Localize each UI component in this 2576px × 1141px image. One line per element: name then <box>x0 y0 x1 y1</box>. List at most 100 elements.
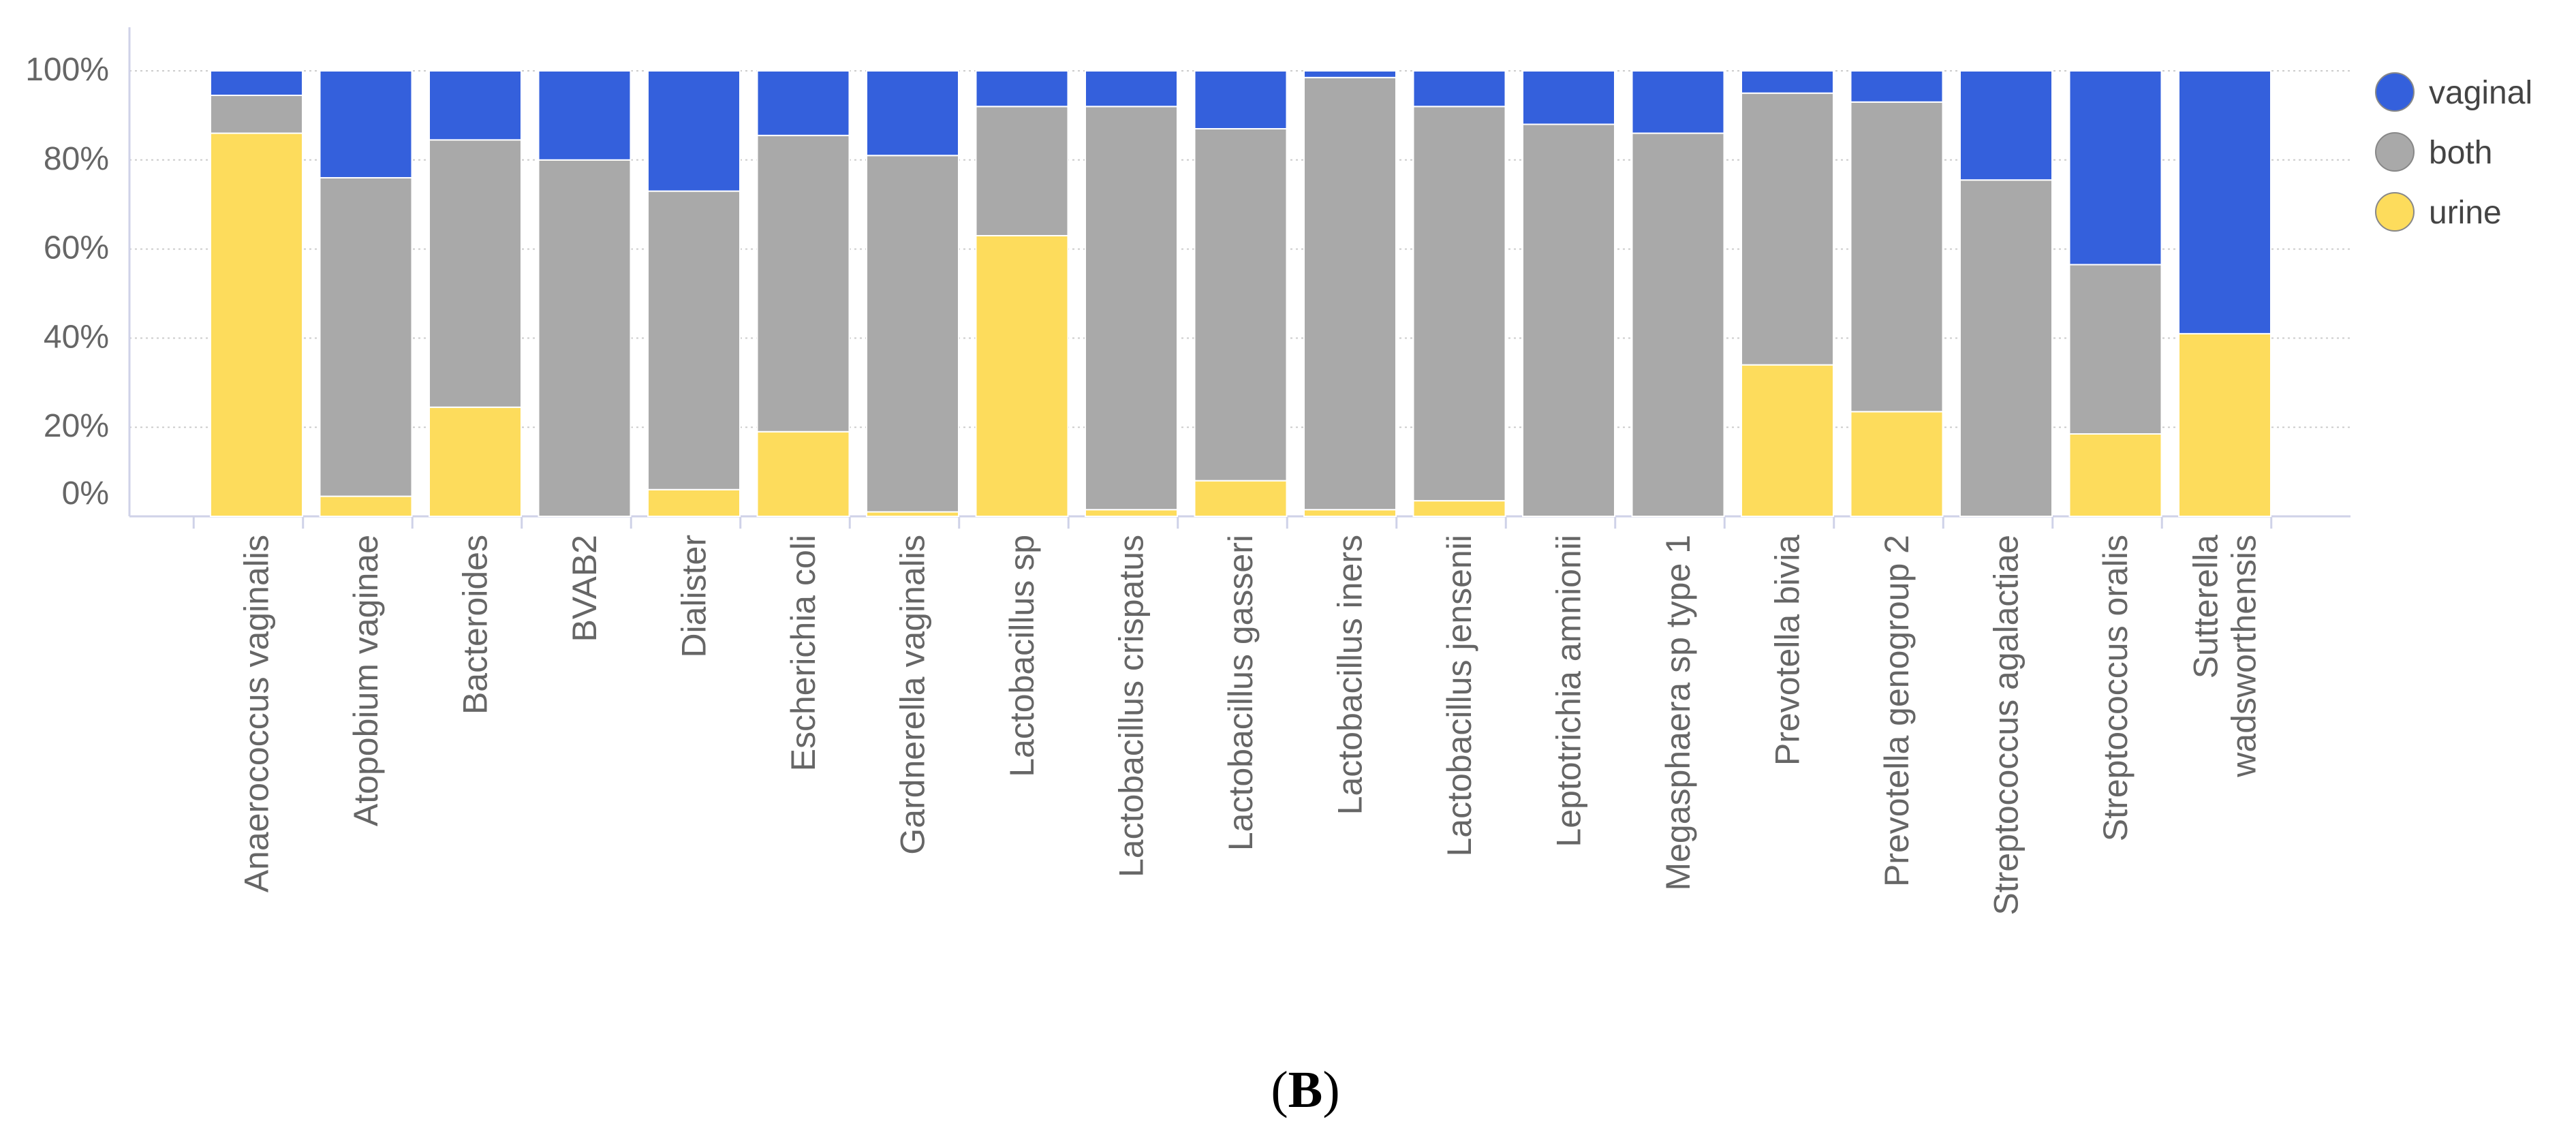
x-tick-label-line: Bacteroides <box>456 535 495 715</box>
caption-text: (B) <box>1271 1061 1339 1119</box>
bar-segment-both <box>538 159 632 518</box>
bar-segment-both <box>1522 123 1615 518</box>
x-tick-label: Lactobacillus crispatus <box>1113 535 1151 877</box>
bar-segment-vaginal <box>1522 70 1615 125</box>
x-tick-label: Leptotrichia amnionii <box>1550 535 1588 847</box>
bar-segment-vaginal <box>538 70 632 161</box>
bar-segment-vaginal <box>210 70 303 96</box>
bar-segment-both <box>647 190 741 490</box>
bar-segment-both <box>429 139 522 408</box>
bar-segment-vaginal <box>1085 70 1178 108</box>
caption-open-paren: ( <box>1271 1061 1288 1119</box>
x-tick-label: Lactobacillus iners <box>1331 535 1369 815</box>
bar-segment-vaginal <box>1412 70 1506 108</box>
y-tick-label: 20% <box>44 408 109 444</box>
y-tick-label: 100% <box>25 52 109 88</box>
x-tick-label-line: Prevotella genogroup 2 <box>1878 535 1916 887</box>
x-tick-label-line: BVAB2 <box>565 535 604 642</box>
x-tick-label: Streptococcus oralis <box>2096 535 2135 841</box>
bar-segment-urine <box>1194 480 1288 517</box>
x-axis-tick-labels: Anaerococcus vaginalis Atopobium vaginae B… <box>238 535 2263 916</box>
x-tick-label-line: Leptotrichia amnionii <box>1550 535 1588 847</box>
x-tick-label: Bacteroides <box>456 535 495 715</box>
bar-segment-vaginal <box>1741 70 1834 94</box>
y-tick-label: 60% <box>44 230 109 266</box>
x-tick-label: Streptococcus agalactiae <box>1987 535 2026 916</box>
bar-segment-both <box>2068 264 2162 435</box>
bar-segment-vaginal <box>1850 70 1944 103</box>
x-tick-label: Lactobacillus jensenii <box>1440 535 1478 857</box>
bar-segment-urine <box>210 132 303 517</box>
bar-segment-both <box>866 155 959 513</box>
caption-close-paren: ) <box>1322 1061 1339 1119</box>
bar-segment-both <box>1194 128 1288 482</box>
x-tick-label-line: Atopobium vaginae <box>347 535 385 826</box>
x-tick-label: Dialister <box>675 535 713 658</box>
bar-segment-both <box>1303 76 1397 511</box>
bar-segment-both <box>975 106 1069 236</box>
legend-marker-both <box>2375 132 2415 172</box>
bar-segment-urine <box>647 488 741 518</box>
x-tick-label: Lactobacillus gasseri <box>1222 535 1260 851</box>
figure-caption: (B) <box>1271 1061 1339 1119</box>
bar-segment-both <box>1741 92 1834 366</box>
x-tick-label: Prevotella bivia <box>1769 535 1807 766</box>
x-tick-label-line: Escherichia coli <box>784 535 822 771</box>
bar-segment-both <box>1412 106 1506 502</box>
x-tick-label-line: Lactobacillus gasseri <box>1222 535 1260 851</box>
bar-segment-vaginal <box>429 70 522 141</box>
x-tick-label: Lactobacillus sp <box>1003 535 1041 777</box>
x-tick-label-line: Dialister <box>675 535 713 658</box>
bar-segment-urine <box>1303 509 1397 518</box>
x-tick-label-line: Sutterella <box>2187 535 2225 678</box>
bar-segment-urine <box>1741 364 1834 518</box>
bar-segment-urine <box>1850 411 1944 517</box>
bars <box>210 70 2271 518</box>
bar-segment-vaginal <box>1194 70 1288 130</box>
x-tick-label-line: Streptococcus oralis <box>2096 535 2135 841</box>
bar-segment-urine <box>319 495 413 518</box>
x-tick-label: Escherichia coli <box>784 535 822 771</box>
bar-segment-both <box>756 134 850 433</box>
bar-segment-vaginal <box>2068 70 2162 266</box>
x-tick-label-line: Lactobacillus sp <box>1003 535 1041 777</box>
legend-label-both: both <box>2429 135 2492 171</box>
y-axis-tick-labels: 0% 20% 40% 60% 80% 100% <box>25 52 109 512</box>
legend: vaginal both urine <box>2375 72 2532 232</box>
bar-segment-urine <box>2068 433 2162 518</box>
x-tick-label: BVAB2 <box>565 535 604 642</box>
bar-segment-urine <box>1412 500 1506 517</box>
bar-segment-vaginal <box>975 70 1069 108</box>
bar-segment-vaginal <box>866 70 959 157</box>
bar-segment-urine <box>429 406 522 518</box>
x-tick-label: Gardnerella vaginalis <box>894 535 932 855</box>
bar-segment-both <box>1085 106 1178 511</box>
x-tick-label: Atopobium vaginae <box>347 535 385 826</box>
bar-segment-both <box>319 176 413 497</box>
bar-segment-urine <box>2178 332 2271 517</box>
bar-segment-vaginal <box>2178 70 2271 334</box>
y-tick-label: 0% <box>62 475 109 512</box>
bar-segment-vaginal <box>1303 70 1397 78</box>
bar-segment-both <box>210 94 303 134</box>
bar-segment-vaginal <box>319 70 413 178</box>
x-tick-label: Prevotella genogroup 2 <box>1878 535 1916 887</box>
x-tick-label-line: Streptococcus agalactiae <box>1987 535 2026 916</box>
x-tick-label-line: wadsworthensis <box>2225 535 2263 778</box>
bar-segment-urine <box>1085 509 1178 518</box>
bar-segment-urine <box>975 234 1069 517</box>
x-tick-label-line: Gardnerella vaginalis <box>894 535 932 855</box>
x-tick-label-line: Anaerococcus vaginalis <box>238 535 276 892</box>
bar-segment-both <box>1631 132 1725 517</box>
caption-letter: B <box>1288 1061 1323 1119</box>
bar-segment-both <box>1959 179 2053 517</box>
bar-segment-urine <box>756 431 850 517</box>
x-tick-label: Megasphaera sp type 1 <box>1659 535 1697 891</box>
x-tick-label: Anaerococcus vaginalis <box>238 535 276 892</box>
bar-segment-vaginal <box>647 70 741 192</box>
legend-label-urine: urine <box>2429 195 2502 231</box>
y-tick-label: 40% <box>44 319 109 355</box>
x-tick-label-line: Prevotella bivia <box>1769 535 1807 766</box>
x-tick-label: Sutterella wadsworthensis <box>2187 535 2263 778</box>
legend-marker-vaginal <box>2375 72 2415 112</box>
